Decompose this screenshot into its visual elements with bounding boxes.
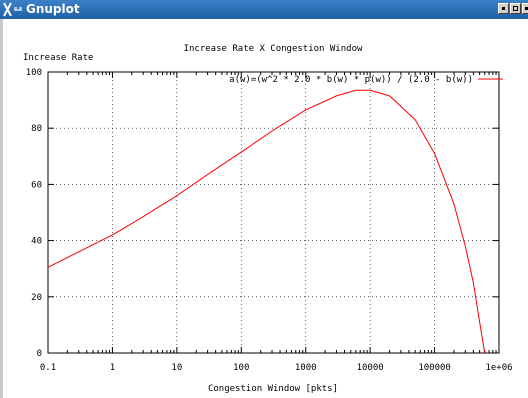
x-tick-label: 10000 <box>357 363 384 373</box>
x-window-logo-icon[interactable] <box>2 1 24 18</box>
minimize-button[interactable] <box>498 3 509 14</box>
plot-area: 0.1 1 10 100 1000 10000 100000 1e+06 0 20 40 60 80 10… <box>0 19 528 398</box>
y-tick-label: 80 <box>31 124 42 134</box>
axis-ticks <box>47 71 500 354</box>
maximize-icon <box>513 6 518 11</box>
series-line-0 <box>47 89 486 354</box>
x-tick-label: 1 <box>110 363 115 373</box>
grid-lines <box>48 72 499 353</box>
plot-canvas: 0.1 1 10 100 1000 10000 100000 1e+06 0 20 40 60 80 10… <box>23 44 513 394</box>
x-axis-label: Congestion Window [pkts] <box>208 384 338 394</box>
close-icon <box>525 7 528 10</box>
x-tick-label: 100000 <box>418 363 451 373</box>
x-tick-label: 1e+06 <box>485 363 512 373</box>
tick-labels: 0.1 1 10 100 1000 10000 100000 1e+06 0 20 40 60 80 10… <box>26 68 513 373</box>
y-axis-label: Increase Rate <box>23 53 93 63</box>
window-title: Gnuplot <box>26 2 80 16</box>
y-tick-label: 0 <box>37 349 42 359</box>
maximize-button[interactable] <box>510 3 521 14</box>
legend-entry-label: a(w)=(w^2 * 2.0 * b(w) * p(w)) / (2.0 - … <box>229 75 473 85</box>
y-tick-label: 100 <box>26 68 42 78</box>
close-button[interactable] <box>522 3 528 14</box>
title-bar[interactable]: Gnuplot <box>0 0 528 19</box>
series-layer <box>47 89 486 354</box>
plot-frame <box>47 71 500 354</box>
chart-title: Increase Rate X Congestion Window <box>184 44 363 54</box>
x-tick-label: 10 <box>171 363 182 373</box>
x-tick-label: 0.1 <box>40 363 56 373</box>
x-tick-label: 100 <box>233 363 249 373</box>
minimize-icon <box>502 7 505 10</box>
y-tick-label: 40 <box>31 237 42 247</box>
y-tick-label: 20 <box>31 293 42 303</box>
y-tick-label: 60 <box>31 180 42 190</box>
x-tick-label: 1000 <box>295 363 317 373</box>
